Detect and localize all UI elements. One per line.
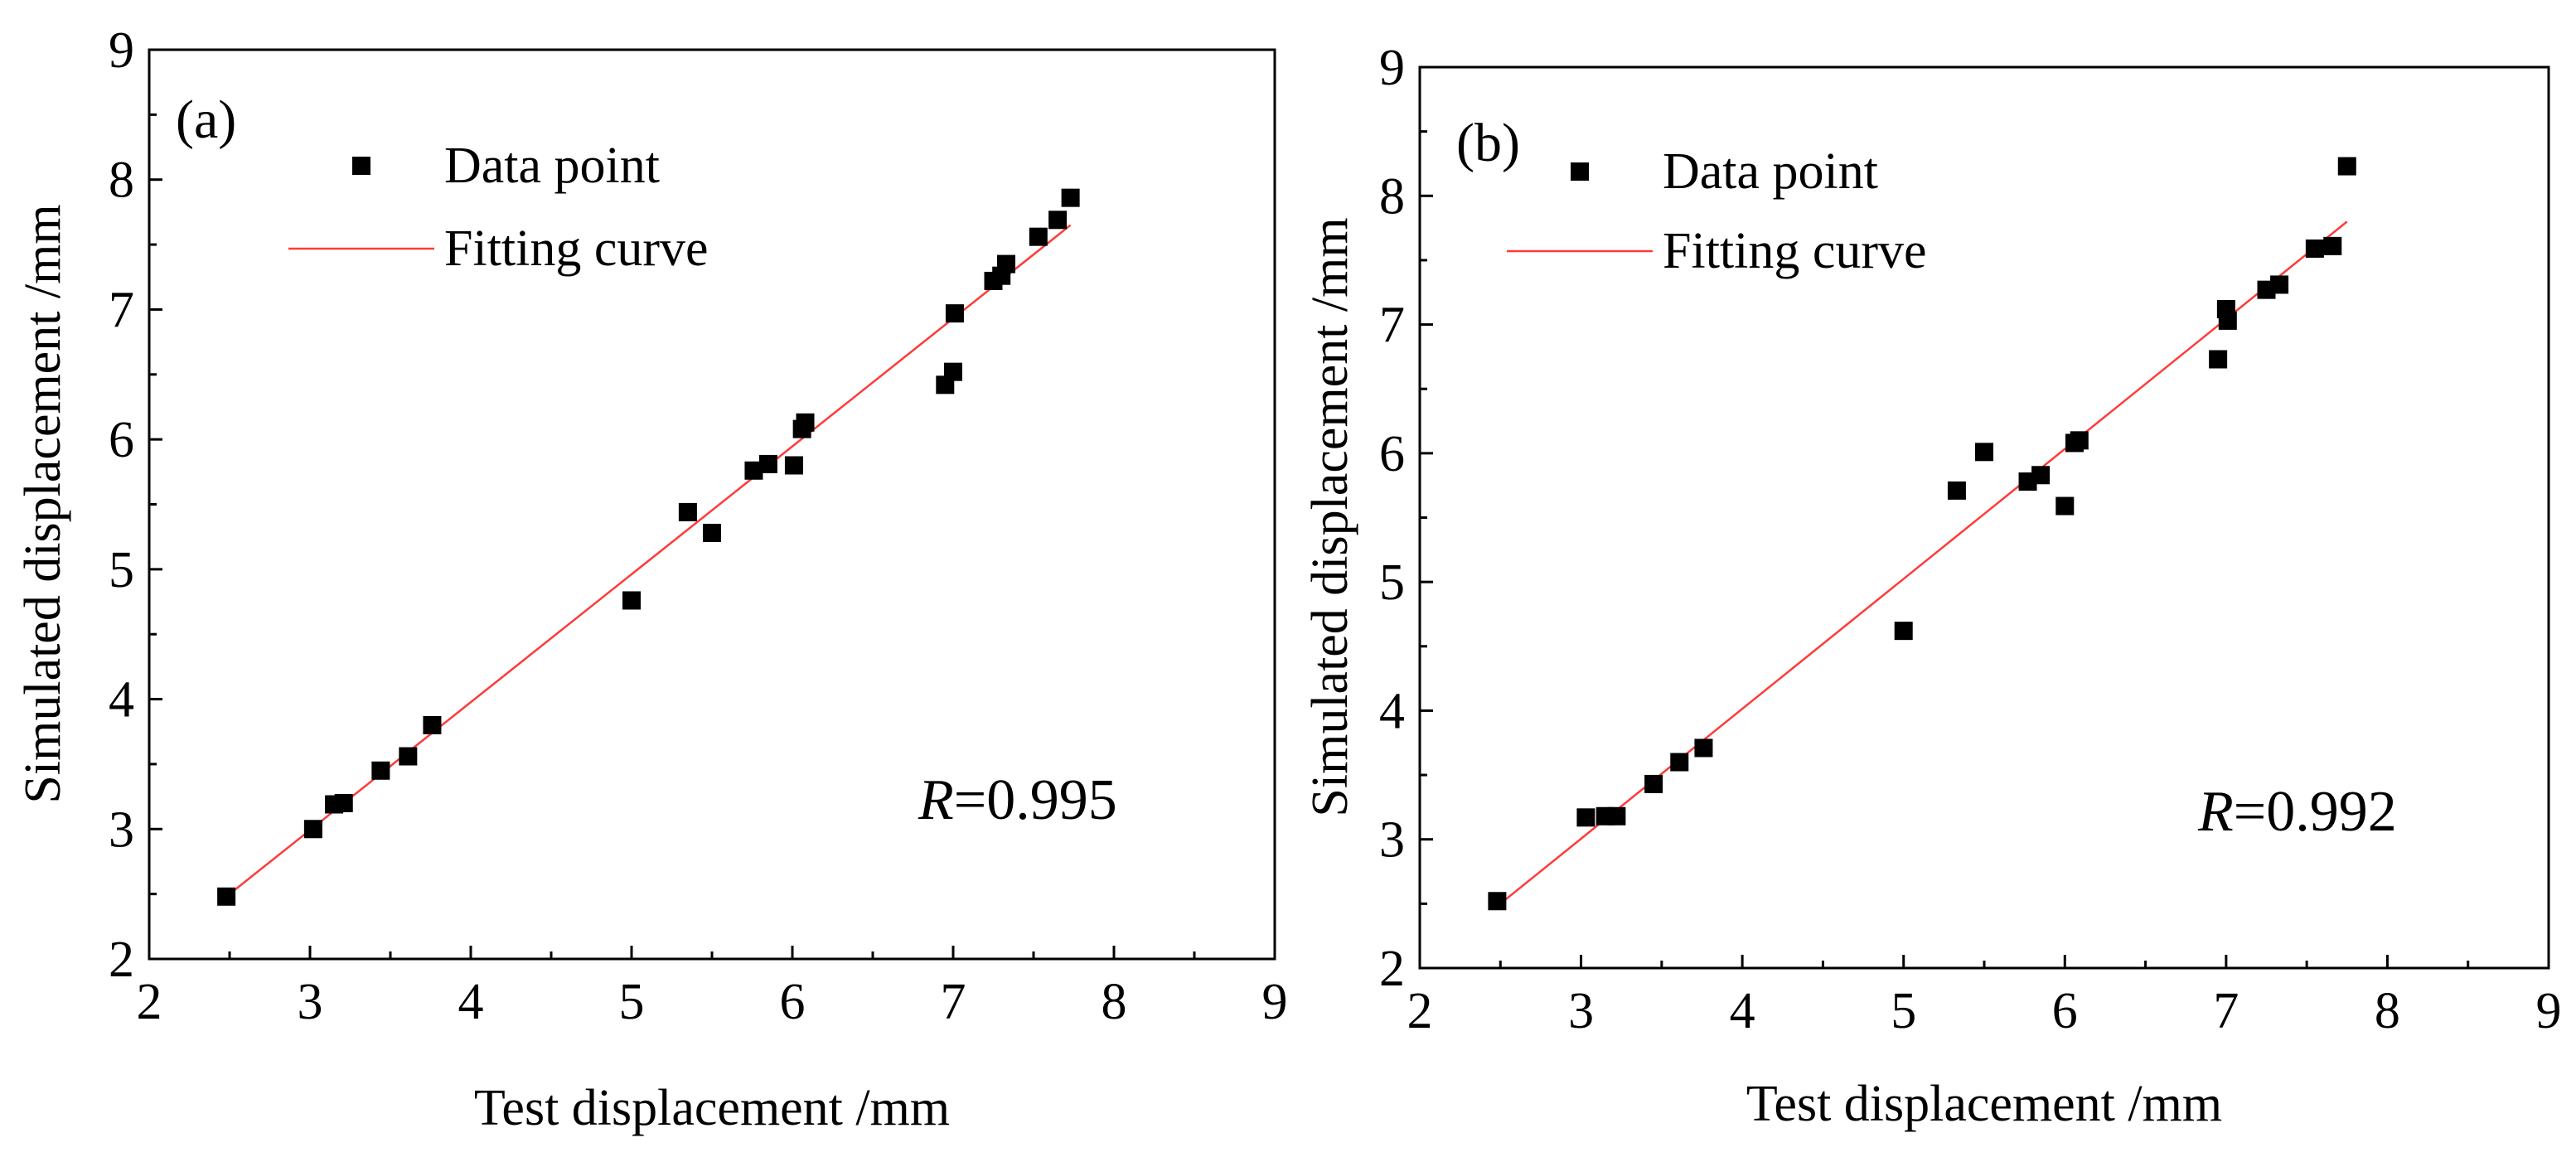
data-point: [2070, 431, 2089, 450]
x-tick-label: 6: [2052, 983, 2078, 1039]
data-point: [1488, 892, 1507, 911]
legend-label-fitting-curve: Fitting curve: [444, 220, 709, 277]
data-point: [1894, 622, 1913, 641]
y-tick-label: 6: [1379, 426, 1405, 482]
data-point: [399, 747, 418, 766]
panel-label: (b): [1456, 113, 1520, 173]
x-tick-label: 5: [1891, 983, 1916, 1039]
y-tick-label: 2: [1379, 941, 1405, 997]
data-point: [1048, 211, 1068, 230]
data-point: [1576, 808, 1595, 827]
data-point: [217, 887, 236, 906]
correlation-symbol: R: [918, 768, 954, 832]
data-point: [1975, 443, 1993, 462]
legend-label-fitting-curve: Fitting curve: [1663, 223, 1927, 279]
panel-label: (a): [176, 90, 236, 150]
x-axis-title: Test displacement /mm: [474, 1080, 950, 1136]
x-tick-label: 3: [1568, 983, 1594, 1039]
x-tick-label: 9: [1262, 974, 1288, 1030]
x-tick-label: 6: [780, 974, 806, 1030]
data-point: [2055, 496, 2075, 516]
data-point: [758, 454, 777, 473]
x-tick-label: 7: [941, 974, 966, 1030]
data-point: [2323, 236, 2342, 255]
data-point: [944, 362, 962, 381]
data-point: [2209, 350, 2228, 369]
data-point: [2305, 239, 2324, 258]
y-tick-label: 5: [1379, 554, 1405, 611]
chart-panel-1: 2 3 4 5 6 7 8 9 2 3 4 5 6 7 8 9 Test displacement /mm Sim…: [1302, 40, 2562, 1132]
data-point: [678, 502, 697, 521]
data-point: [423, 715, 442, 734]
fitting-curve-line: [225, 224, 1072, 898]
y-tick-label: 3: [1379, 812, 1405, 869]
y-axis-title: Simulated displacement /mm: [1302, 217, 1358, 816]
data-point: [997, 254, 1016, 274]
x-tick-label: 3: [298, 974, 323, 1030]
y-tick-label: 9: [109, 22, 134, 79]
data-point: [334, 793, 353, 812]
y-tick-label: 4: [109, 672, 134, 729]
y-axis-title: Simulated displacement /mm: [15, 204, 71, 803]
data-point: [1061, 188, 1080, 207]
legend-label-data-point: Data point: [1663, 143, 1878, 200]
correlation-value: =0.995: [954, 768, 1117, 832]
legend-marker-data-point: [352, 157, 370, 175]
data-point: [2337, 157, 2356, 176]
correlation-annotation: R=0.995: [918, 768, 1117, 832]
data-point: [945, 304, 964, 323]
y-tick-label: 5: [109, 542, 134, 598]
correlation-value: =0.992: [2234, 780, 2397, 844]
x-tick-label: 4: [458, 974, 484, 1030]
y-tick-label: 7: [109, 282, 134, 338]
data-point: [703, 523, 721, 542]
data-point: [303, 820, 322, 839]
y-tick-label: 8: [109, 153, 134, 209]
x-tick-label: 8: [1102, 974, 1127, 1030]
correlation-symbol: R: [2197, 780, 2234, 844]
data-point: [2031, 466, 2051, 485]
data-point: [2270, 275, 2289, 294]
data-point: [744, 461, 763, 480]
x-tick-label: 2: [1407, 983, 1433, 1039]
legend-marker-data-point: [1571, 162, 1589, 181]
correlation-annotation: R=0.992: [2197, 780, 2397, 844]
x-tick-label: 8: [2375, 983, 2400, 1039]
data-point: [796, 413, 815, 432]
y-tick-label: 8: [1379, 168, 1405, 225]
x-tick-label: 2: [137, 974, 162, 1030]
x-tick-label: 9: [2536, 983, 2562, 1039]
y-tick-label: 4: [1379, 683, 1405, 739]
y-tick-label: 3: [109, 801, 134, 858]
data-point: [622, 591, 641, 610]
y-tick-label: 6: [109, 412, 134, 468]
data-point: [1694, 738, 1713, 758]
x-tick-label: 4: [1730, 983, 1755, 1039]
data-point: [784, 456, 803, 475]
chart-panel-0: 2 3 4 5 6 7 8 9 2 3 4 5 6 7 8 9 Test displacement /mm Sim…: [15, 22, 1288, 1136]
y-tick-label: 9: [1379, 40, 1405, 96]
x-tick-label: 7: [2213, 983, 2239, 1039]
x-tick-label: 5: [619, 974, 645, 1030]
data-point: [1607, 806, 1626, 826]
data-point: [371, 761, 390, 780]
x-axis-title: Test displacement /mm: [1746, 1076, 2222, 1132]
legend-label-data-point: Data point: [444, 138, 660, 194]
y-tick-label: 2: [109, 932, 134, 988]
data-point: [1947, 481, 1966, 500]
fitting-curve-line: [1496, 220, 2348, 908]
y-tick-label: 7: [1379, 298, 1405, 354]
data-point: [2218, 311, 2237, 330]
data-point: [1670, 753, 1689, 772]
data-point: [1029, 227, 1048, 246]
data-point: [1644, 774, 1663, 793]
